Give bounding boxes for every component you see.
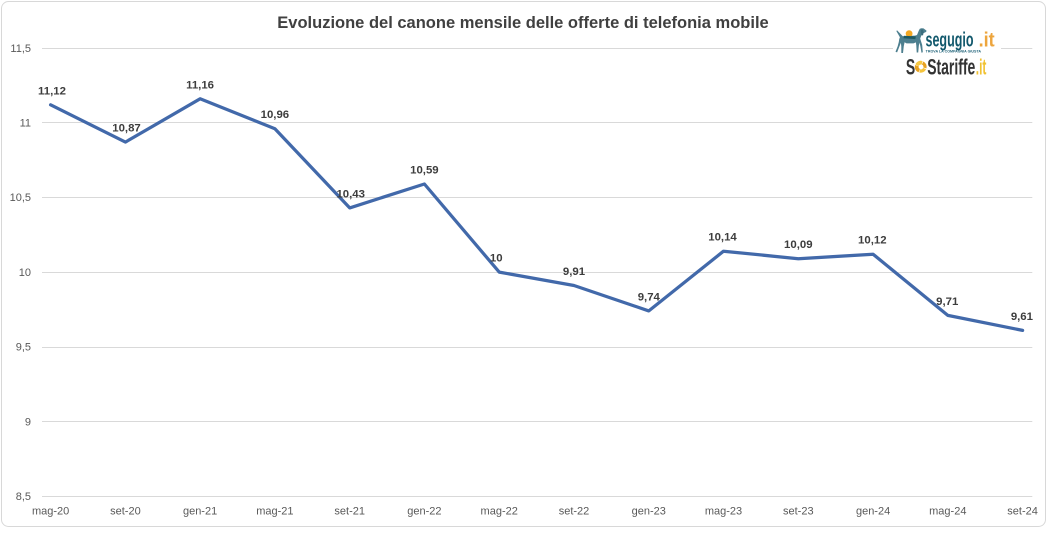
svg-text:mag-20: mag-20: [32, 506, 69, 518]
svg-text:set-22: set-22: [559, 506, 590, 518]
svg-text:Stariffe: Stariffe: [927, 55, 975, 80]
svg-text:mag-21: mag-21: [256, 506, 293, 518]
svg-text:10: 10: [490, 253, 503, 265]
svg-text:9,71: 9,71: [936, 296, 959, 308]
svg-text:10,12: 10,12: [858, 235, 887, 247]
svg-text:10,43: 10,43: [336, 188, 365, 200]
svg-text:9,74: 9,74: [638, 291, 661, 303]
svg-text:gen-23: gen-23: [632, 506, 666, 518]
svg-text:set-24: set-24: [1007, 506, 1038, 518]
svg-text:.it: .it: [976, 55, 987, 80]
svg-text:10,14: 10,14: [708, 232, 737, 244]
svg-text:TROVA LA COMPAGNIA GIUSTA: TROVA LA COMPAGNIA GIUSTA: [926, 49, 982, 53]
svg-text:10,59: 10,59: [410, 165, 439, 177]
svg-text:10,09: 10,09: [784, 239, 813, 251]
svg-text:mag-23: mag-23: [705, 506, 742, 518]
svg-text:11: 11: [20, 118, 31, 130]
svg-text:10,5: 10,5: [10, 192, 31, 204]
svg-text:8,5: 8,5: [16, 491, 31, 503]
svg-text:set-20: set-20: [110, 506, 141, 518]
svg-text:10,87: 10,87: [112, 123, 141, 135]
svg-text:11,16: 11,16: [186, 79, 214, 91]
svg-text:segugio: segugio: [926, 30, 974, 52]
svg-text:11,5: 11,5: [10, 43, 31, 55]
svg-text:9: 9: [25, 416, 31, 428]
svg-text:9,61: 9,61: [1011, 311, 1034, 323]
svg-text:9,5: 9,5: [16, 342, 31, 354]
svg-text:S: S: [906, 55, 915, 80]
svg-text:set-21: set-21: [334, 506, 365, 518]
svg-text:gen-24: gen-24: [856, 506, 890, 518]
svg-text:gen-21: gen-21: [183, 506, 217, 518]
svg-text:11,12: 11,12: [38, 85, 66, 97]
svg-text:10: 10: [19, 267, 31, 279]
svg-text:gen-22: gen-22: [407, 506, 441, 518]
svg-text:mag-22: mag-22: [481, 506, 518, 518]
svg-text:10,96: 10,96: [261, 109, 290, 121]
svg-text:9,91: 9,91: [563, 266, 586, 278]
svg-text:Evoluzione del canone mensile: Evoluzione del canone mensile delle offe…: [277, 14, 768, 32]
svg-text:set-23: set-23: [783, 506, 814, 518]
svg-text:mag-24: mag-24: [929, 506, 966, 518]
svg-text:.it: .it: [979, 30, 995, 52]
